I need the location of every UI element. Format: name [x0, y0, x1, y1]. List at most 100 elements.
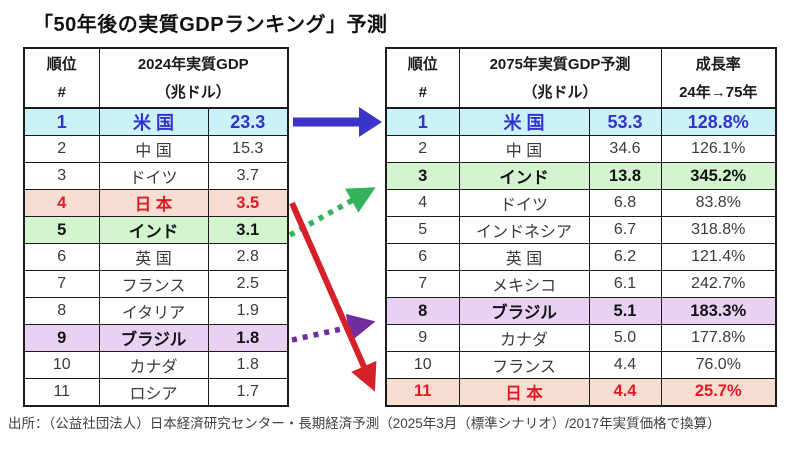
rank-cell: 3 — [23, 162, 100, 190]
rank-cell: 10 — [23, 351, 100, 379]
table-row: 10 カナダ 1.8 — [23, 351, 289, 379]
gdp-value-cell: 3.7 — [207, 162, 289, 190]
gdp-value-cell: 3.1 — [207, 216, 289, 244]
gdp-2075-column-header: 2075年実質GDP予測 （兆ドル） — [458, 47, 662, 109]
gdp-value-cell: 1.8 — [207, 324, 289, 352]
table-row: 7 フランス 2.5 — [23, 270, 289, 298]
gdp-value-cell: 6.2 — [588, 243, 662, 271]
rank-cell: 6 — [385, 243, 460, 271]
table-row: 4 ドイツ 6.8 83.8% — [385, 189, 777, 217]
rank-cell: 5 — [23, 216, 100, 244]
country-cell: 英 国 — [98, 243, 209, 271]
gdp-value-cell: 53.3 — [588, 107, 662, 136]
rank-cell: 9 — [385, 324, 460, 352]
gdp-table-2075-header: 順位 # 2075年実質GDP予測 （兆ドル） 成長率 24年→75年 — [385, 47, 777, 109]
rank-cell: 3 — [385, 162, 460, 190]
country-cell: ドイツ — [458, 189, 590, 217]
table-row: 3 ドイツ 3.7 — [23, 162, 289, 190]
growth-rate-cell: 318.8% — [660, 216, 777, 244]
gdp-value-cell: 3.5 — [207, 189, 289, 217]
country-cell: カナダ — [458, 324, 590, 352]
rank-cell: 8 — [23, 297, 100, 325]
gdp-value-cell: 6.1 — [588, 270, 662, 298]
table-row: 10 フランス 4.4 76.0% — [385, 351, 777, 379]
country-cell: 米 国 — [98, 107, 209, 136]
growth-rate-cell: 76.0% — [660, 351, 777, 379]
growth-rate-cell: 128.8% — [660, 107, 777, 136]
growth-column-header: 成長率 24年→75年 — [660, 47, 777, 109]
growth-rate-cell: 83.8% — [660, 189, 777, 217]
country-cell: イタリア — [98, 297, 209, 325]
gdp-value-cell: 4.4 — [588, 351, 662, 379]
japan-rank-arrow — [289, 201, 377, 392]
gdp-value-cell: 2.8 — [207, 243, 289, 271]
gdp-value-cell: 5.1 — [588, 297, 662, 325]
country-cell: フランス — [458, 351, 590, 379]
gdp-value-cell: 1.8 — [207, 351, 289, 379]
gdp-value-cell: 13.8 — [588, 162, 662, 190]
rank-cell: 7 — [23, 270, 100, 298]
country-cell: 米 国 — [458, 107, 590, 136]
gdp-value-cell: 34.6 — [588, 135, 662, 163]
rank-cell: 2 — [23, 135, 100, 163]
gdp-value-cell: 15.3 — [207, 135, 289, 163]
growth-rate-cell: 126.1% — [660, 135, 777, 163]
rank-cell: 6 — [23, 243, 100, 271]
country-cell: 中 国 — [458, 135, 590, 163]
gdp-value-cell: 5.0 — [588, 324, 662, 352]
country-cell: ブラジル — [98, 324, 209, 352]
country-cell: 日 本 — [458, 378, 590, 406]
table-row: 8 ブラジル 5.1 183.3% — [385, 297, 777, 325]
country-cell: 英 国 — [458, 243, 590, 271]
country-cell: カナダ — [98, 351, 209, 379]
source-note: 出所：（公益社団法人）日本経済研究センター・長期経済予測（2025年3月（標準シ… — [8, 416, 721, 431]
rank-column-header: 順位 # — [23, 47, 100, 109]
gdp-value-cell: 2.5 — [207, 270, 289, 298]
table-row: 3 インド 13.8 345.2% — [385, 162, 777, 190]
page-title: 「50年後の実質GDPランキング」予測 — [33, 14, 388, 36]
table-row: 7 メキシコ 6.1 242.7% — [385, 270, 777, 298]
table-row: 11 ロシア 1.7 — [23, 378, 289, 406]
country-cell: インド — [98, 216, 209, 244]
rank-cell: 11 — [385, 378, 460, 406]
table-row: 8 イタリア 1.9 — [23, 297, 289, 325]
gdp-value-cell: 6.8 — [588, 189, 662, 217]
growth-rate-cell: 177.8% — [660, 324, 777, 352]
rank-cell: 7 — [385, 270, 460, 298]
growth-rate-cell: 242.7% — [660, 270, 777, 298]
country-cell: ドイツ — [98, 162, 209, 190]
country-cell: ロシア — [98, 378, 209, 406]
gdp-table-2024-header: 順位 # 2024年実質GDP （兆ドル） — [23, 47, 289, 109]
gdp-value-cell: 23.3 — [207, 107, 289, 136]
growth-rate-cell: 183.3% — [660, 297, 777, 325]
country-cell: インドネシア — [458, 216, 590, 244]
growth-rate-cell: 121.4% — [660, 243, 777, 271]
rank-cell: 1 — [385, 107, 460, 136]
country-cell: ブラジル — [458, 297, 590, 325]
rank-cell: 5 — [385, 216, 460, 244]
rank-cell: 1 — [23, 107, 100, 136]
table-row: 9 ブラジル 1.8 — [23, 324, 289, 352]
gdp-value-cell: 6.7 — [588, 216, 662, 244]
growth-rate-cell: 345.2% — [660, 162, 777, 190]
gdp-value-cell: 1.7 — [207, 378, 289, 406]
rank-cell: 9 — [23, 324, 100, 352]
table-row: 9 カナダ 5.0 177.8% — [385, 324, 777, 352]
country-cell: インド — [458, 162, 590, 190]
gdp-value-cell: 4.4 — [588, 378, 662, 406]
rank-cell: 11 — [23, 378, 100, 406]
country-cell: 中 国 — [98, 135, 209, 163]
rank-column-header: 順位 # — [385, 47, 460, 109]
gdp-2024-column-header: 2024年実質GDP （兆ドル） — [98, 47, 289, 109]
rank-cell: 2 — [385, 135, 460, 163]
